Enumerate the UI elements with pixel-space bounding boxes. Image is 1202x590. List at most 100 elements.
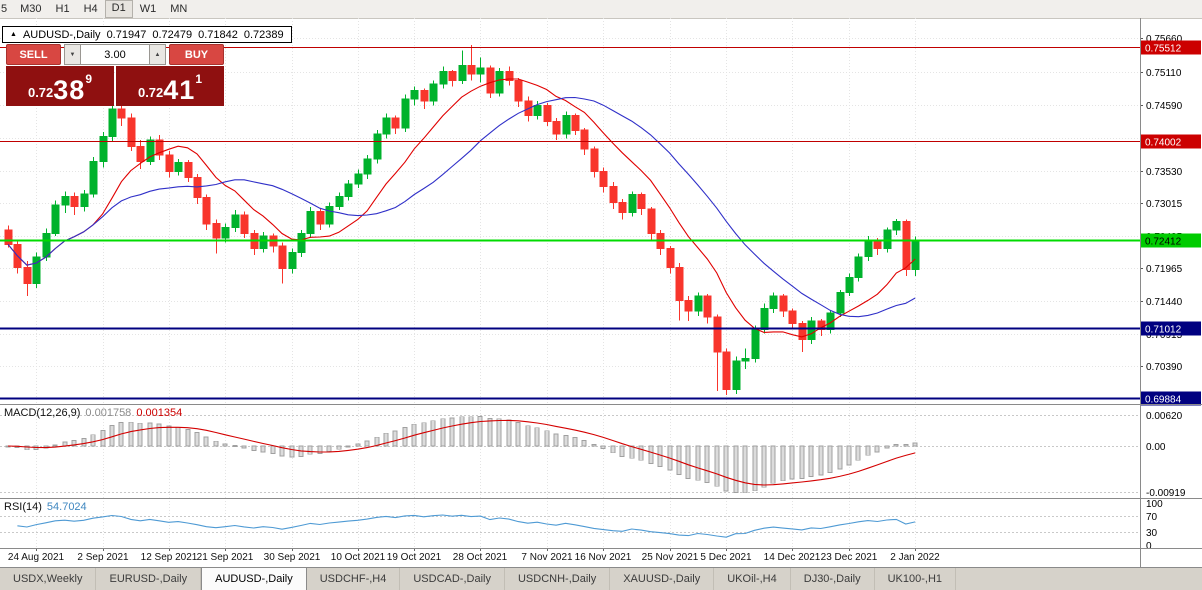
chart-title-symbol: AUDUSD-,Daily [22,28,101,41]
svg-text:0.70390: 0.70390 [1146,362,1183,373]
date-label: 28 Oct 2021 [452,552,508,563]
time-axis-tick [547,548,548,551]
svg-text:0.72412: 0.72412 [1145,237,1182,248]
timeframe-button-h1[interactable]: H1 [55,3,70,15]
svg-text:0.74590: 0.74590 [1146,101,1183,112]
svg-text:0: 0 [1146,541,1152,552]
date-label: 25 Nov 2021 [641,552,699,563]
bid-price-big: 38 [53,75,86,105]
rsi-value: 54.7024 [46,501,87,513]
timeframe-button-h4[interactable]: H4 [83,3,98,15]
one-click-trading-panel: SELL ▼ 3.00 ▲ BUY 0.72 38 9 0.72 41 1 [6,44,224,106]
chart-title-box: ▲ AUDUSD-,Daily 0.71947 0.72479 0.71842 … [2,26,292,43]
volume-input[interactable]: 3.00 [81,44,149,65]
ohlc-low: 0.71842 [198,28,238,41]
time-axis-tick [292,548,293,551]
time-axis-tick [169,548,170,551]
svg-text:0.75512: 0.75512 [1145,44,1182,55]
timeframe-button-w1[interactable]: W1 [139,3,157,15]
macd-label: MACD(12,26,9) 0.001758 0.001354 [4,407,187,419]
moving-average-slow [7,96,916,318]
date-label: 12 Sep 2021 [140,552,198,563]
rsi-label: RSI(14) 54.7024 [4,501,92,513]
ohlc-close: 0.72389 [243,28,284,41]
time-axis-tick [358,548,359,551]
macd-name: MACD(12,26,9) [4,407,81,419]
svg-text:0.73530: 0.73530 [1146,167,1183,178]
macd-chart[interactable]: 0.00620 0.00 -0.00919 [0,404,1202,499]
ask-price-big: 41 [163,75,196,105]
candlesticks [4,44,920,396]
svg-text:0.00620: 0.00620 [1146,411,1183,422]
chart-tab-usdx-weekly[interactable]: USDX,Weekly [0,568,97,590]
window-menu-icon[interactable]: ▲ [10,31,17,38]
date-label: 14 Dec 2021 [763,552,821,563]
svg-text:-0.00919: -0.00919 [1146,488,1186,499]
svg-text:0.73015: 0.73015 [1146,199,1183,210]
buy-button[interactable]: BUY [169,44,224,65]
chart-tab-usdcad-daily[interactable]: USDCAD-,Daily [400,568,505,590]
panel-separator-macd[interactable] [0,404,1202,405]
rsi-name: RSI(14) [4,501,42,513]
volume-decrease-icon[interactable]: ▼ [64,44,81,65]
chart-tab-eurusd-daily[interactable]: EURUSD-,Daily [96,568,202,590]
svg-text:0.71965: 0.71965 [1146,264,1183,275]
date-label: 10 Oct 2021 [330,552,386,563]
time-axis-tick [603,548,604,551]
svg-text:0.71440: 0.71440 [1146,297,1183,308]
time-axis-tick [670,548,671,551]
time-axis-tick [915,548,916,551]
date-label: 5 Dec 2021 [700,552,752,563]
timeframe-toolbar: 5 M30 H1 H4 D1 W1 MN [0,0,1202,19]
price-badges: 0.75512 0.74002 0.72412 0.71012 0.69884 [1141,40,1201,406]
date-label: 30 Sep 2021 [263,552,321,563]
ask-price-pip: 1 [195,72,203,86]
time-axis-tick [36,548,37,551]
volume-increase-icon[interactable]: ▲ [149,44,166,65]
chart-tab-ukoil-h4[interactable]: UKOil-,H4 [714,568,791,590]
svg-text:100: 100 [1146,499,1163,510]
chart-tab-usdchf-h4[interactable]: USDCHF-,H4 [307,568,401,590]
chart-tab-xauusd-daily[interactable]: XAUUSD-,Daily [610,568,715,590]
svg-text:0.74002: 0.74002 [1145,138,1182,149]
date-label: 2 Sep 2021 [77,552,129,563]
bid-price-button[interactable]: 0.72 38 9 [6,66,114,106]
ask-price-prefix: 0.72 [137,85,164,100]
main-chart[interactable]: 0.756600.751100.745900.740600.735300.730… [0,18,1202,406]
date-label: 2 Jan 2022 [890,552,940,563]
time-axis-tick [849,548,850,551]
moving-average-fast [7,78,916,338]
vertical-gridlines [36,18,916,404]
macd-value-main: 0.001758 [85,407,132,419]
timeframe-button-d1[interactable]: D1 [104,0,133,18]
chart-tab-uk100-h1[interactable]: UK100-,H1 [875,568,957,590]
timeframe-button-partial[interactable]: 5 [1,3,8,15]
chart-tab-audusd-daily[interactable]: AUDUSD-,Daily [201,568,307,590]
macd-signal-line [7,419,916,486]
time-axis-tick [480,548,481,551]
macd-value-signal: 0.001354 [136,407,183,419]
svg-text:30: 30 [1146,528,1158,539]
ask-price-button[interactable]: 0.72 41 1 [116,66,224,106]
chart-tab-usdcnh-daily[interactable]: USDCNH-,Daily [505,568,611,590]
panel-separator-dates [0,548,1202,549]
sell-button[interactable]: SELL [6,44,61,65]
time-axis-tick [103,548,104,551]
chart-tab-dj30-daily[interactable]: DJ30-,Daily [791,568,875,590]
date-label: 21 Sep 2021 [196,552,254,563]
ohlc-high: 0.72479 [152,28,193,41]
time-axis-tick [414,548,415,551]
time-axis-tick [225,548,226,551]
svg-text:0.75110: 0.75110 [1146,68,1182,79]
bid-price-pip: 9 [85,72,93,86]
timeframe-button-m30[interactable]: M30 [20,3,42,15]
date-label: 23 Dec 2021 [820,552,878,563]
date-label: 19 Oct 2021 [386,552,442,563]
date-label: 16 Nov 2021 [574,552,632,563]
timeframe-button-mn[interactable]: MN [170,3,188,15]
panel-separator-rsi[interactable] [0,498,1202,499]
axis-border [1140,548,1141,567]
time-axis[interactable]: 24 Aug 2021 2 Sep 2021 12 Sep 2021 21 Sep 2… [0,548,1202,567]
rsi-chart[interactable]: 100 70 30 0 [0,498,1202,552]
